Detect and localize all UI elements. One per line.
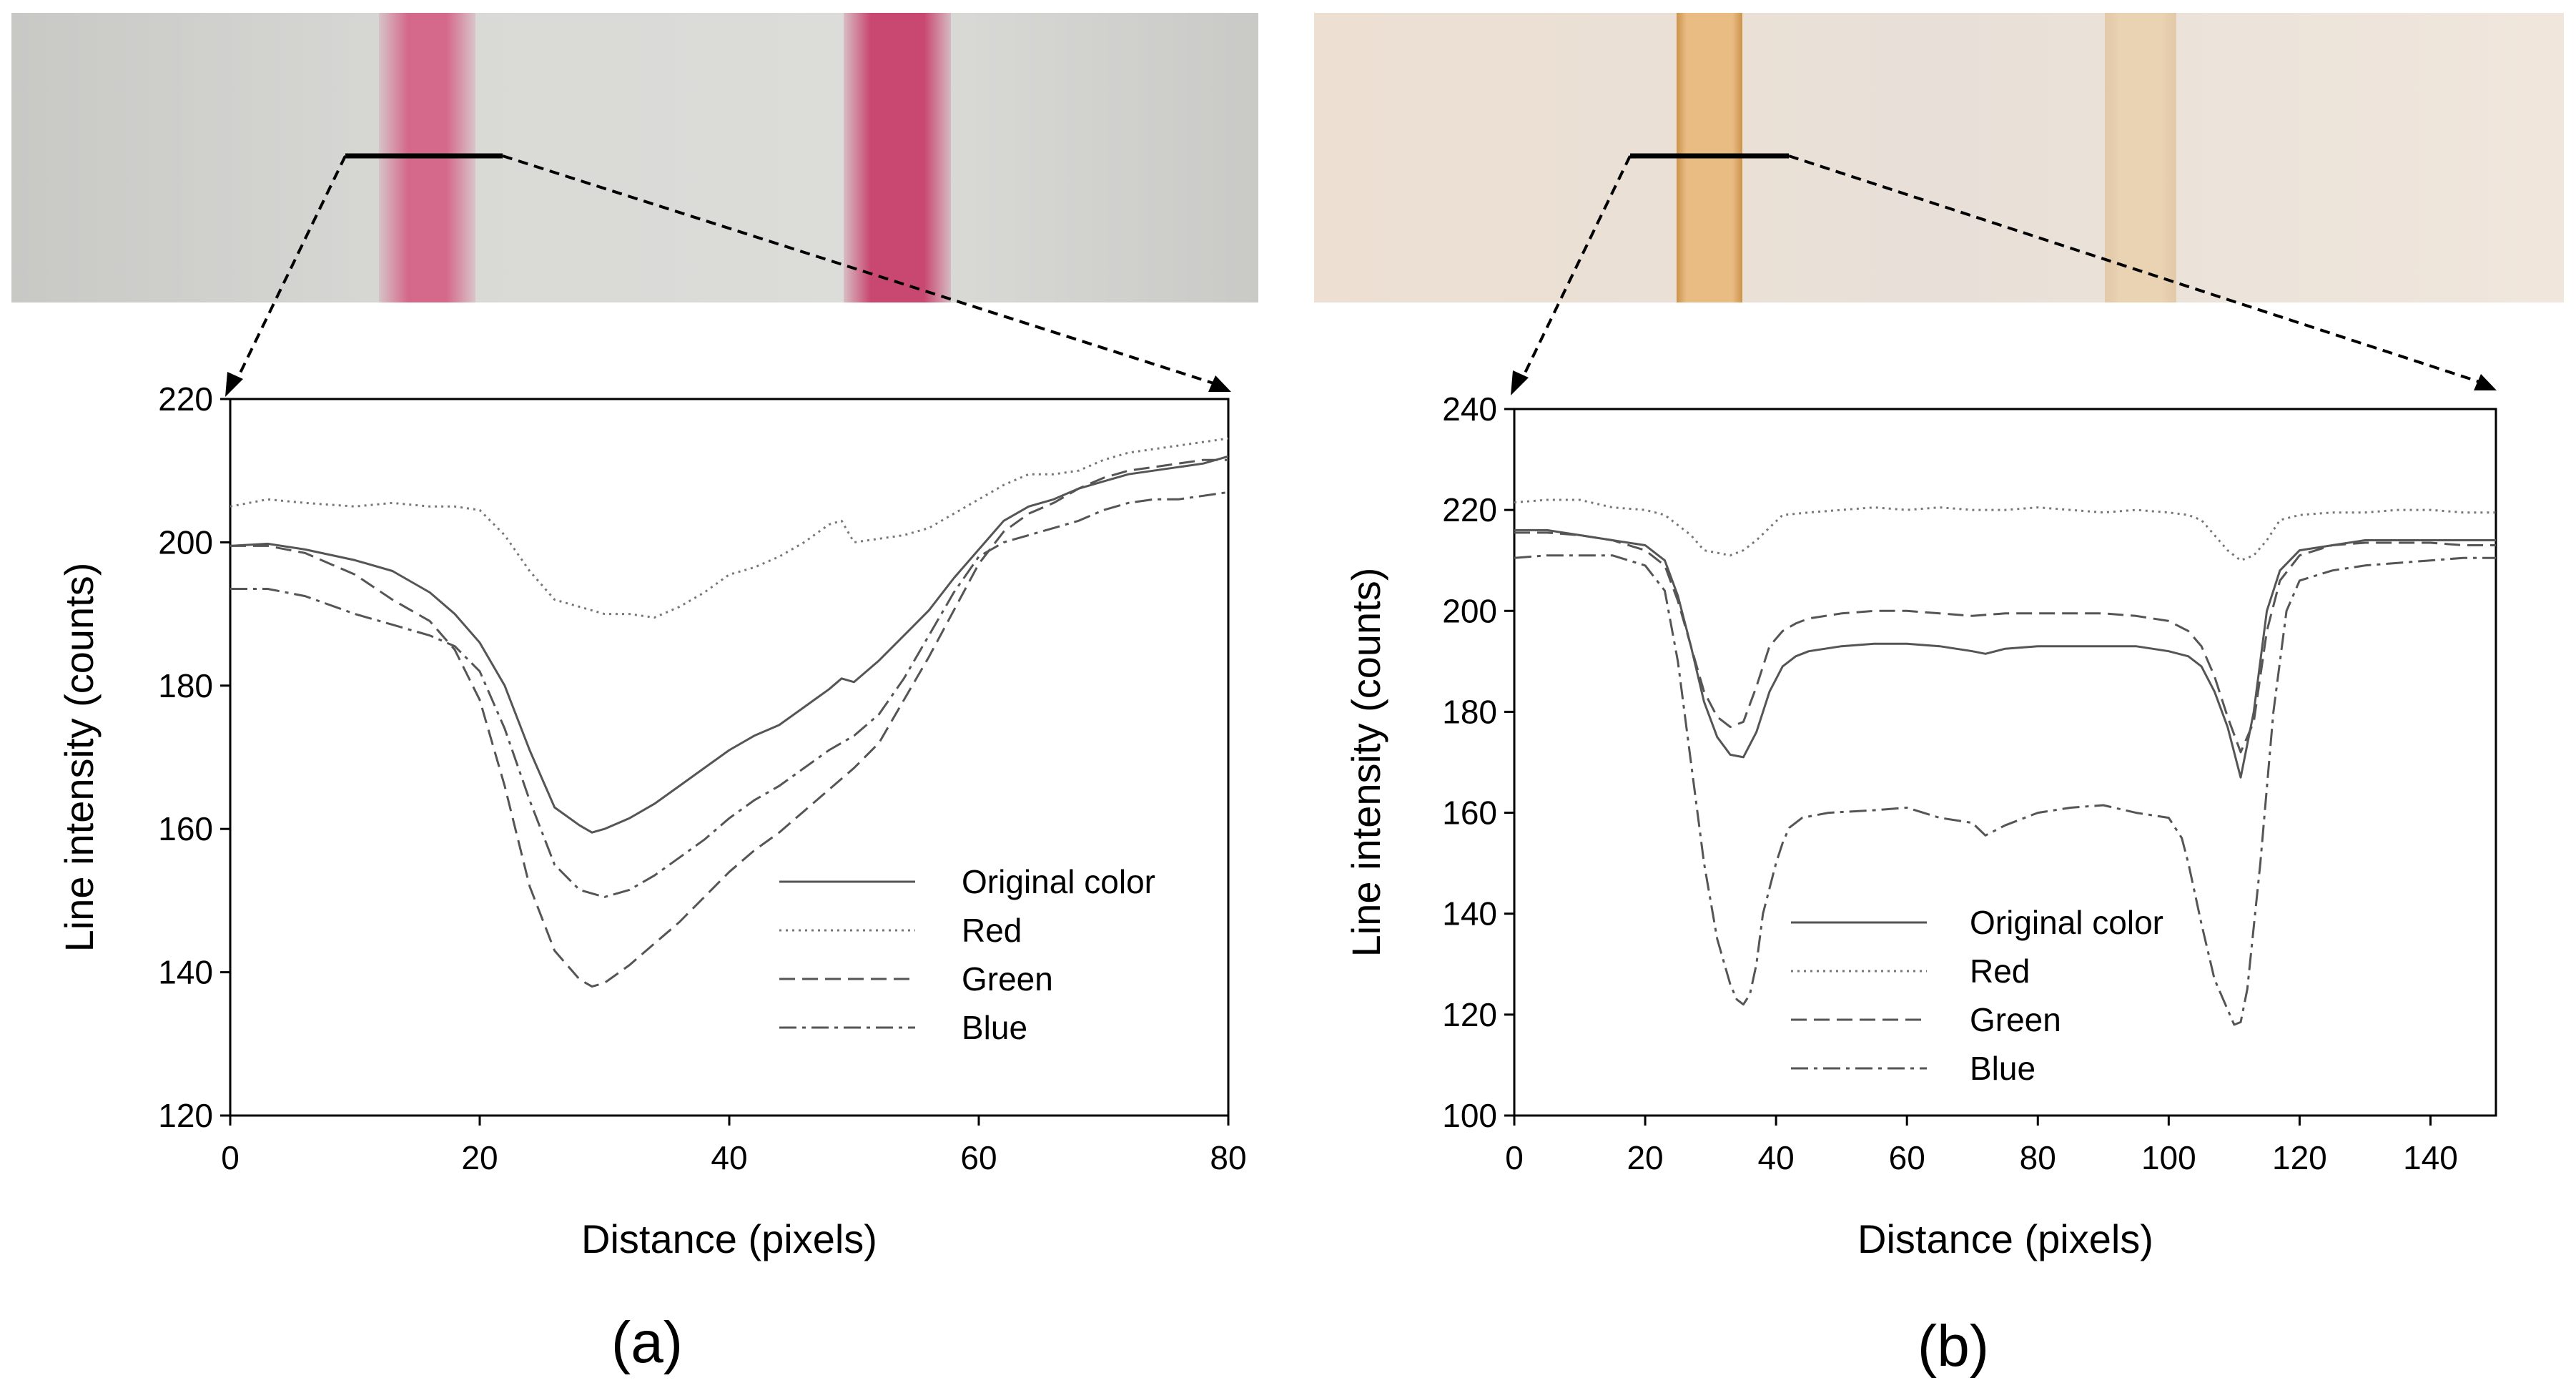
y-tick-label: 240: [1442, 390, 1497, 428]
connector-b-left: [1518, 155, 1632, 385]
strip-a-control-band: [844, 13, 951, 302]
series-line-red: [1514, 498, 2496, 562]
y-tick-label: 180: [1442, 693, 1497, 730]
y-tick-label: 160: [1442, 794, 1497, 832]
x-tick-label: 80: [2020, 1139, 2056, 1176]
series-line-blue: [230, 491, 1229, 898]
strip-b-control-band: [2105, 13, 2176, 302]
y-tick-label: 140: [158, 954, 213, 991]
series-line-blue: [1514, 554, 2496, 1026]
y-tick-label: 120: [158, 1097, 213, 1134]
y-axis-label: Line intensity (counts): [1343, 568, 1388, 958]
plot-area-frame: [229, 398, 1230, 1117]
y-tick-label: 120: [1442, 996, 1497, 1033]
x-tick-label: 60: [960, 1139, 997, 1176]
arrowhead-b-right: [2474, 374, 2497, 390]
legend-label: Green: [1970, 1001, 2061, 1038]
x-tick-label: 20: [1627, 1139, 1663, 1176]
x-tick-label: 100: [2141, 1139, 2196, 1176]
legend-label: Red: [1970, 952, 2030, 990]
panel-label-a: (a): [611, 1310, 683, 1375]
y-tick-label: 200: [158, 523, 213, 561]
strip-a-background: [11, 13, 1258, 302]
x-tick-label: 80: [1210, 1139, 1246, 1176]
series-line-green: [230, 458, 1228, 988]
y-tick-label: 160: [158, 810, 213, 847]
zoom-connectors: [232, 154, 2489, 388]
x-tick-label: 120: [2272, 1139, 2327, 1176]
zoom-arrowheads: [225, 370, 2497, 397]
chart-b: 100 120 140 160 180 200 220 240 0 20 40 60 80 100 120 1…: [1343, 390, 2497, 1261]
arrowhead-a-right: [1208, 375, 1231, 392]
y-tick-label: 220: [1442, 491, 1497, 528]
legend-label: Blue: [1970, 1050, 2035, 1087]
chart-a: 120 140 160 180 200 220 0 20 40 60 80 Distance (pix…: [56, 380, 1247, 1261]
x-tick-label: 0: [221, 1139, 240, 1176]
x-axis-label: Distance (pixels): [1857, 1216, 2153, 1261]
connector-b-right: [1788, 154, 2489, 386]
series-line-original-color: [230, 455, 1229, 834]
x-tick-label: 60: [1889, 1139, 1925, 1176]
x-tick-label: 0: [1505, 1139, 1524, 1176]
arrowhead-a-left: [225, 372, 243, 397]
series-line-green: [1514, 531, 2496, 754]
strip-b: [1314, 13, 2564, 302]
strip-b-background: [1314, 13, 2564, 302]
x-axis-label: Distance (pixels): [581, 1216, 877, 1261]
x-tick-label: 40: [711, 1139, 747, 1176]
legend-label: Red: [962, 912, 1022, 949]
legend-label: Original color: [1970, 904, 2163, 941]
plot-area-frame: [1513, 408, 2497, 1117]
y-tick-label: 220: [158, 380, 213, 418]
panel-label-b: (b): [1918, 1314, 1989, 1379]
strip-a: [11, 13, 1258, 302]
connector-a-right: [502, 154, 1223, 388]
y-tick-label: 100: [1442, 1097, 1497, 1134]
y-axis-label: Line intensity (counts): [56, 563, 102, 952]
connector-a-left: [232, 155, 347, 387]
y-tick-label: 200: [1442, 592, 1497, 629]
y-tick-label: 180: [158, 667, 213, 704]
arrowhead-b-left: [1511, 370, 1529, 395]
x-tick-label: 20: [461, 1139, 498, 1176]
x-tick-label: 140: [2403, 1139, 2458, 1176]
y-tick-label: 140: [1442, 895, 1497, 932]
x-tick-label: 40: [1758, 1139, 1795, 1176]
legend-label: Original color: [962, 863, 1155, 900]
legend-label: Blue: [962, 1009, 1027, 1046]
legend-label: Green: [962, 960, 1053, 998]
